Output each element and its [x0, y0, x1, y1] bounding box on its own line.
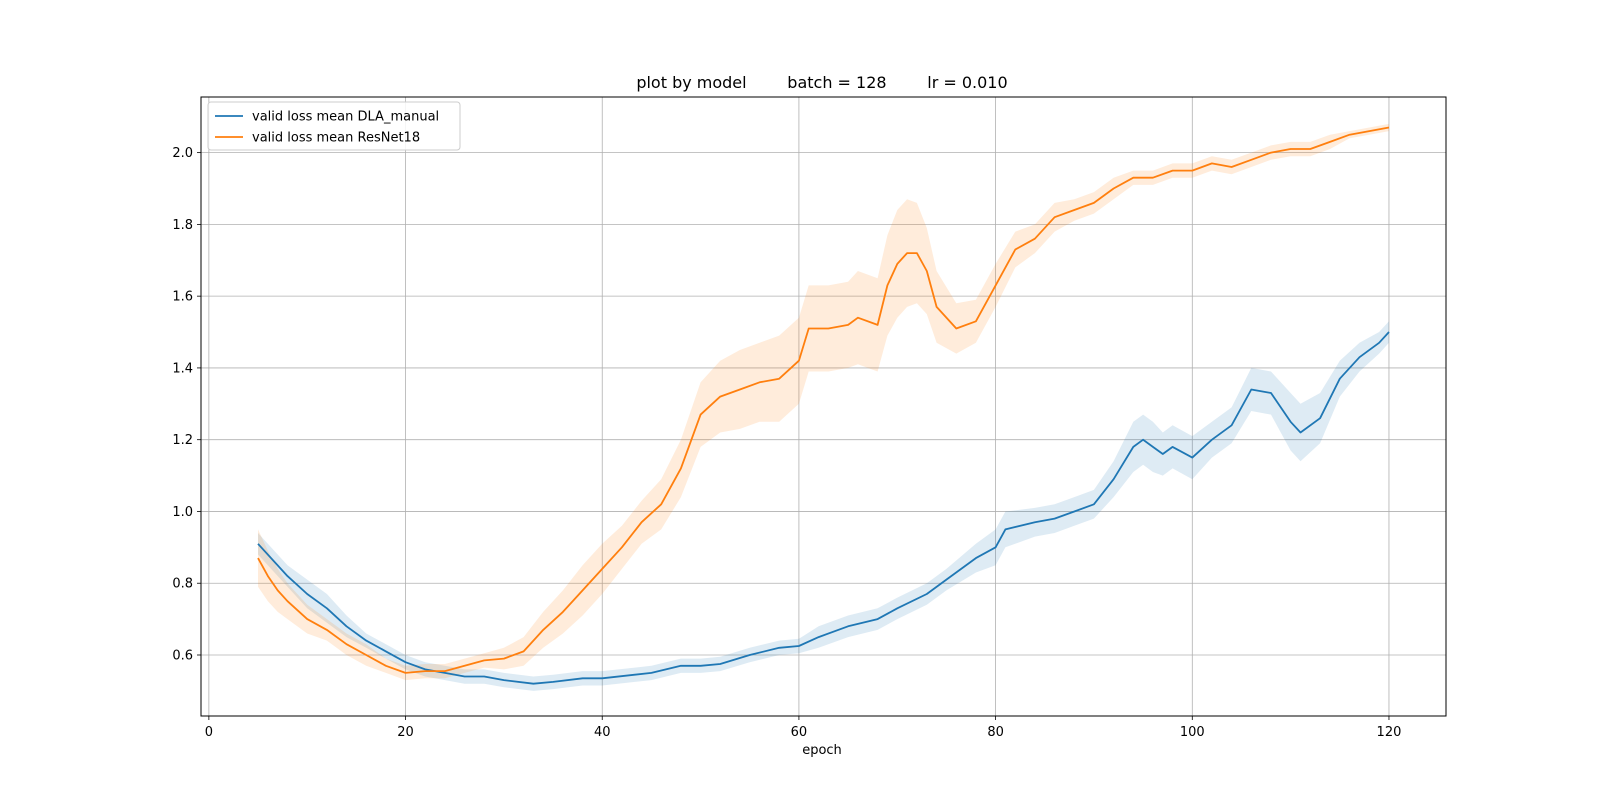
confidence-bands	[258, 123, 1389, 691]
y-tick-label: 0.6	[172, 648, 193, 663]
legend-box	[207, 101, 461, 151]
x-tick-label: 100	[1180, 725, 1205, 740]
y-tick-label: 1.6	[172, 290, 193, 305]
y-tick-label: 1.0	[172, 505, 193, 520]
x-tick-label: 40	[594, 725, 611, 740]
series-line-1	[257, 126, 1390, 674]
x-tick-label: 120	[1377, 725, 1402, 740]
series-lines	[257, 126, 1390, 685]
x-tick-label: 80	[987, 725, 1004, 740]
x-tick-label: 60	[791, 725, 808, 740]
series-line-0	[257, 331, 1390, 685]
series-band-1	[258, 123, 1389, 681]
x-tick-label: 20	[397, 725, 414, 740]
y-tick-label: 1.2	[172, 433, 193, 448]
plot-frame	[200, 96, 1447, 717]
y-tick-label: 1.8	[172, 218, 193, 233]
x-axis-label: epoch	[802, 743, 842, 758]
y-axis-ticks: 0.6 0.8 1.0 1.2 1.4 1.6 1.8 2.0	[172, 146, 201, 663]
grid-lines	[201, 97, 1446, 716]
legend-label: valid loss mean ResNet18	[252, 131, 420, 146]
y-tick-label: 2.0	[172, 146, 193, 161]
y-tick-label: 1.4	[172, 361, 193, 376]
x-axis-ticks: 0 20 40 60 80 100 120	[205, 716, 1402, 740]
y-tick-label: 0.8	[172, 577, 193, 592]
legend-label: valid loss mean DLA_manual	[252, 110, 439, 125]
chart-title: plot by model batch = 128 lr = 0.010	[636, 73, 1007, 92]
x-tick-label: 0	[205, 725, 213, 740]
